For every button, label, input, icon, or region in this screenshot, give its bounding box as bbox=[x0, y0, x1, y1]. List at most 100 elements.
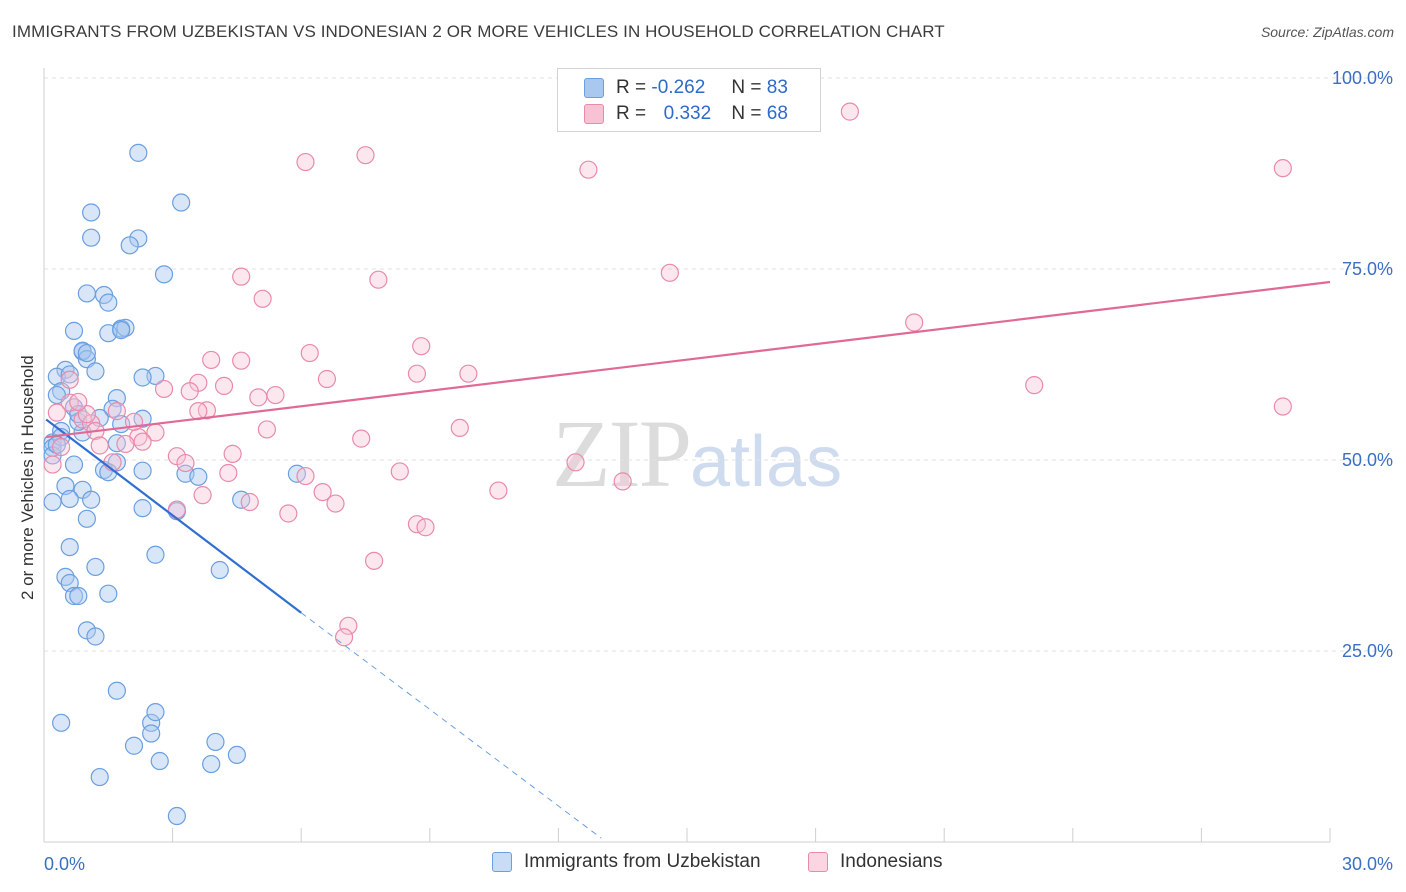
stats-row-uzbekistan: R = -0.262 N = 83 bbox=[558, 76, 788, 100]
data-point-uzbekistan bbox=[210, 560, 229, 580]
data-point-uzbekistan bbox=[64, 321, 84, 340]
data-point-indonesians bbox=[219, 463, 238, 483]
data-point-uzbekistan bbox=[189, 467, 208, 486]
data-point-indonesians bbox=[369, 270, 388, 289]
data-point-uzbekistan bbox=[206, 732, 225, 752]
data-point-indonesians bbox=[905, 313, 924, 332]
data-point-uzbekistan bbox=[77, 343, 96, 363]
data-point-indonesians bbox=[133, 432, 152, 451]
y-axis-label: 2 or more Vehicles in Household bbox=[18, 355, 37, 600]
data-point-uzbekistan bbox=[120, 236, 139, 255]
data-point-indonesians bbox=[176, 453, 195, 473]
data-point-uzbekistan bbox=[60, 537, 79, 557]
data-point-indonesians bbox=[356, 146, 375, 165]
data-point-indonesians bbox=[266, 385, 285, 405]
data-point-indonesians bbox=[313, 482, 332, 502]
data-point-uzbekistan bbox=[124, 736, 144, 755]
data-point-indonesians bbox=[296, 152, 315, 172]
data-point-indonesians bbox=[613, 472, 632, 491]
data-point-uzbekistan bbox=[112, 321, 131, 340]
trend-line-indonesians bbox=[46, 280, 1331, 439]
data-point-uzbekistan bbox=[86, 362, 105, 381]
data-point-uzbekistan bbox=[172, 193, 191, 212]
data-point-indonesians bbox=[60, 370, 79, 389]
data-point-indonesians bbox=[352, 429, 371, 448]
data-point-uzbekistan bbox=[146, 703, 165, 722]
data-point-indonesians bbox=[90, 436, 109, 455]
y-tick-label: 75.0% bbox=[1342, 259, 1393, 279]
data-point-uzbekistan bbox=[129, 143, 148, 162]
data-point-uzbekistan bbox=[227, 745, 246, 765]
legend-label-indonesians: Indonesians bbox=[840, 851, 943, 872]
data-point-indonesians bbox=[579, 160, 598, 179]
x-tick-label: 30.0% bbox=[1342, 854, 1393, 874]
indonesians-swatch bbox=[584, 104, 604, 124]
data-point-uzbekistan bbox=[154, 265, 174, 284]
data-point-uzbekistan bbox=[86, 627, 105, 646]
data-point-indonesians bbox=[660, 263, 679, 282]
legend-item-indonesians[interactable]: Indonesians bbox=[808, 851, 942, 873]
stats-row-indonesians: R = 0.332 N = 68 bbox=[558, 102, 788, 126]
data-point-uzbekistan bbox=[77, 284, 96, 303]
data-point-uzbekistan bbox=[142, 713, 161, 732]
data-point-uzbekistan bbox=[99, 584, 118, 603]
legend-swatch-indonesians bbox=[808, 852, 828, 872]
legend-swatch-uzbekistan bbox=[492, 852, 512, 872]
r-value: -0.262 bbox=[651, 77, 706, 98]
data-point-uzbekistan bbox=[64, 455, 84, 474]
data-point-uzbekistan bbox=[52, 713, 71, 732]
watermark-atlas: atlas bbox=[690, 422, 843, 502]
data-point-indonesians bbox=[450, 418, 469, 438]
data-point-uzbekistan bbox=[99, 293, 118, 312]
legend-item-uzbekistan[interactable]: Immigrants from Uzbekistan bbox=[492, 851, 761, 873]
data-point-indonesians bbox=[296, 466, 315, 486]
data-point-indonesians bbox=[412, 337, 431, 356]
data-point-indonesians bbox=[47, 403, 66, 422]
data-point-indonesians bbox=[180, 382, 199, 401]
r-value: 0.332 bbox=[663, 103, 712, 124]
data-point-indonesians bbox=[339, 616, 358, 635]
data-point-uzbekistan bbox=[133, 461, 152, 480]
data-point-indonesians bbox=[317, 369, 337, 389]
data-point-uzbekistan bbox=[150, 751, 169, 771]
data-point-indonesians bbox=[459, 364, 478, 383]
data-point-uzbekistan bbox=[64, 586, 84, 606]
n-label: N = bbox=[731, 77, 762, 98]
data-point-indonesians bbox=[566, 453, 585, 472]
data-point-indonesians bbox=[107, 402, 126, 421]
n-value: 83 bbox=[766, 77, 788, 98]
data-point-uzbekistan bbox=[167, 806, 186, 826]
data-point-indonesians bbox=[240, 492, 259, 512]
data-point-indonesians bbox=[326, 494, 345, 513]
source-label: Source: ZipAtlas.com bbox=[1260, 24, 1394, 40]
data-point-indonesians bbox=[253, 289, 272, 308]
r-label: R = bbox=[616, 77, 647, 98]
y-tick-label: 25.0% bbox=[1342, 641, 1393, 661]
stats-legend-box: R = -0.262 N = 83 R = 0.332 N = 68 bbox=[557, 68, 821, 132]
n-label: N = bbox=[731, 103, 762, 124]
data-point-indonesians bbox=[249, 388, 268, 407]
data-point-uzbekistan bbox=[43, 492, 62, 512]
data-point-indonesians bbox=[364, 551, 384, 570]
data-point-indonesians bbox=[1025, 376, 1044, 395]
data-point-indonesians bbox=[279, 504, 298, 523]
data-point-indonesians bbox=[223, 444, 242, 463]
data-point-indonesians bbox=[489, 481, 508, 500]
data-point-indonesians bbox=[167, 500, 186, 519]
trend-line-uzbekistan-extension bbox=[300, 612, 602, 839]
chart-title: IMMIGRANTS FROM UZBEKISTAN VS INDONESIAN… bbox=[12, 22, 945, 41]
data-point-indonesians bbox=[416, 518, 435, 537]
y-tick-label: 50.0% bbox=[1342, 450, 1393, 470]
data-point-uzbekistan bbox=[133, 499, 152, 518]
data-point-uzbekistan bbox=[142, 724, 161, 743]
data-point-uzbekistan bbox=[82, 490, 101, 509]
data-point-indonesians bbox=[202, 350, 221, 370]
data-point-uzbekistan bbox=[146, 545, 165, 564]
data-point-indonesians bbox=[69, 392, 88, 412]
n-value: 68 bbox=[766, 103, 788, 124]
legend-label-uzbekistan: Immigrants from Uzbekistan bbox=[524, 851, 761, 872]
data-point-indonesians bbox=[257, 420, 277, 439]
data-point-uzbekistan bbox=[60, 489, 79, 509]
data-point-indonesians bbox=[52, 437, 71, 457]
